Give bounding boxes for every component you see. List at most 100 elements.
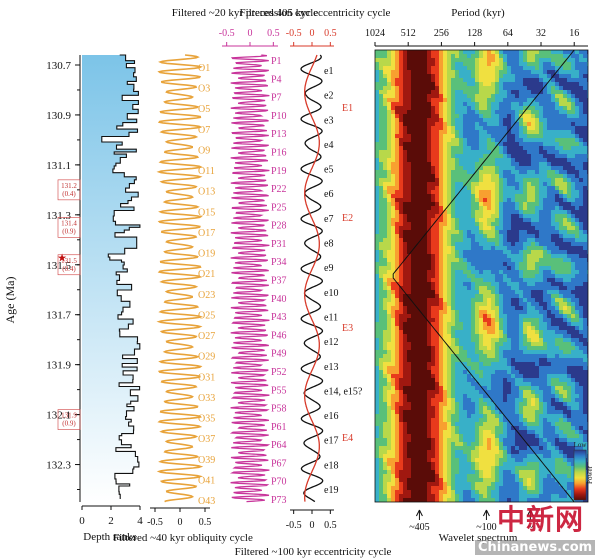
wavelet-cell — [463, 134, 468, 139]
wavelet-cell — [491, 306, 496, 311]
wavelet-cell — [539, 158, 544, 163]
wavelet-cell — [399, 310, 404, 315]
wavelet-cell — [479, 206, 484, 211]
wavelet-cell — [539, 166, 544, 171]
wavelet-cell — [375, 74, 380, 79]
wavelet-cell — [451, 362, 456, 367]
wavelet-cell — [471, 338, 476, 343]
wavelet-cell — [407, 398, 412, 403]
wavelet-cell — [387, 98, 392, 103]
wavelet-cell — [467, 62, 472, 67]
wavelet-cell — [471, 366, 476, 371]
wavelet-cell — [519, 374, 524, 379]
wavelet-cell — [407, 238, 412, 243]
wavelet-cell — [423, 338, 428, 343]
wavelet-cell — [479, 318, 484, 323]
wavelet-cell — [431, 114, 436, 119]
wavelet-cell — [399, 218, 404, 223]
wavelet-cell — [383, 374, 388, 379]
wavelet-cell — [523, 174, 528, 179]
wavelet-cell — [459, 54, 464, 59]
wavelet-cell — [391, 74, 396, 79]
wavelet-cell — [459, 102, 464, 107]
wavelet-cell — [439, 150, 444, 155]
wavelet-cell — [395, 94, 400, 99]
wavelet-cell — [575, 294, 580, 299]
wavelet-cell — [491, 162, 496, 167]
wavelet-cell — [443, 94, 448, 99]
wavelet-cell — [407, 130, 412, 135]
wavelet-cell — [559, 370, 564, 375]
wavelet-cell — [399, 378, 404, 383]
wavelet-cell — [427, 214, 432, 219]
wavelet-cell — [495, 210, 500, 215]
wavelet-cell — [447, 110, 452, 115]
wavelet-cell — [535, 250, 540, 255]
wavelet-cell — [567, 94, 572, 99]
wavelet-cell — [463, 198, 468, 203]
wavelet-cell — [491, 106, 496, 111]
wavelet-cell — [387, 374, 392, 379]
wavelet-cell — [423, 326, 428, 331]
wavelet-cell — [559, 394, 564, 399]
wavelet-cell — [379, 238, 384, 243]
wavelet-cell — [519, 346, 524, 351]
wavelet-cell — [583, 174, 588, 179]
wavelet-cell — [399, 110, 404, 115]
wavelet-cell — [519, 382, 524, 387]
wavelet-cell — [467, 158, 472, 163]
wavelet-cell — [459, 230, 464, 235]
obliquity-cycle-label: O37 — [198, 434, 215, 445]
precession-cycle-label: P13 — [271, 129, 287, 140]
wavelet-cell — [419, 258, 424, 263]
wavelet-cell — [407, 302, 412, 307]
wavelet-cell — [451, 314, 456, 319]
wavelet-cell — [391, 142, 396, 147]
wavelet-cell — [575, 274, 580, 279]
wavelet-cell — [415, 162, 420, 167]
wavelet-cell — [587, 294, 588, 299]
wavelet-cell — [435, 394, 440, 399]
wavelet-cell — [523, 198, 528, 203]
wavelet-cell — [491, 78, 496, 83]
wavelet-cell — [467, 334, 472, 339]
wavelet-cell — [403, 102, 408, 107]
wavelet-cell — [475, 334, 480, 339]
wavelet-cell — [415, 166, 420, 171]
wavelet-cell — [399, 290, 404, 295]
wavelet-cell — [499, 286, 504, 291]
wavelet-cell — [519, 94, 524, 99]
wavelet-cell — [563, 362, 568, 367]
wavelet-cell — [523, 118, 528, 123]
wavelet-cell — [467, 254, 472, 259]
wavelet-cell — [563, 350, 568, 355]
wavelet-cell — [503, 62, 508, 67]
wavelet-cell — [455, 150, 460, 155]
wavelet-cell — [515, 342, 520, 347]
wavelet-cell — [551, 286, 556, 291]
wavelet-cell — [563, 126, 568, 131]
wavelet-cell — [443, 330, 448, 335]
wavelet-cell — [587, 238, 588, 243]
wavelet-cell — [459, 122, 464, 127]
wavelet-cell — [495, 254, 500, 259]
wavelet-cell — [427, 390, 432, 395]
wavelet-cell — [391, 54, 396, 59]
wavelet-cell — [567, 258, 572, 263]
wavelet-cell — [459, 394, 464, 399]
wavelet-cell — [527, 202, 532, 207]
wavelet-cell — [555, 406, 560, 411]
wavelet-cell — [523, 258, 528, 263]
wavelet-cell — [443, 54, 448, 59]
wavelet-cell — [459, 298, 464, 303]
wavelet-cell — [375, 54, 380, 59]
wavelet-cell — [463, 154, 468, 159]
eccentricity-100-curve — [300, 54, 324, 503]
wavelet-cell — [399, 134, 404, 139]
wavelet-cell — [383, 274, 388, 279]
wavelet-cell — [387, 170, 392, 175]
wavelet-cell — [503, 182, 508, 187]
wavelet-cell — [483, 162, 488, 167]
wavelet-cell — [435, 342, 440, 347]
wavelet-cell — [399, 126, 404, 131]
